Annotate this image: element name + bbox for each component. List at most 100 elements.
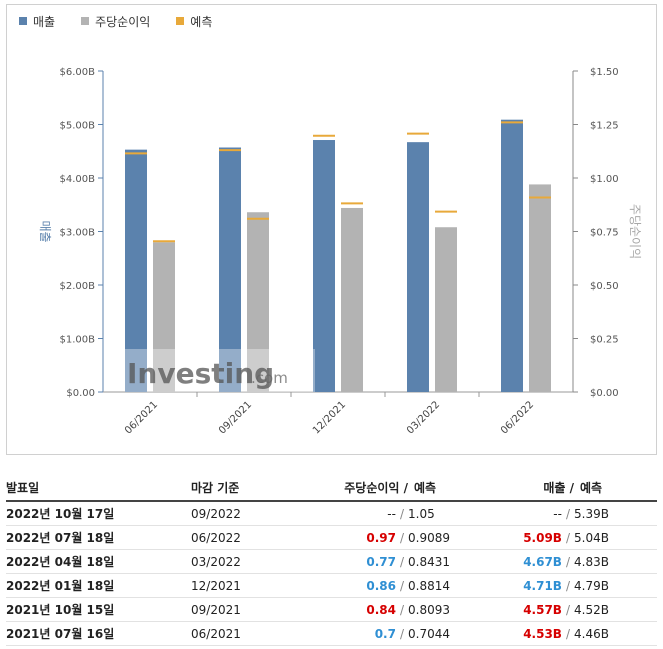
table-body: 2022년 10월 17일 09/2022 --/1.05 --/5.39B 2022년… bbox=[6, 501, 657, 646]
revenue-actual: 4.57B bbox=[523, 602, 562, 617]
cell-date: 2022년 10월 17일 bbox=[6, 501, 191, 526]
x-tick-label: 09/2021 bbox=[217, 399, 254, 436]
cell-period: 06/2021 bbox=[191, 621, 306, 646]
earnings-chart-panel: 매출 주당순이익 예측 $0.00 $1.00B $2.00B $3.00B $4.00… bbox=[6, 4, 657, 455]
right-tick-label: $1.00 bbox=[590, 174, 619, 185]
right-tick-label: $0.75 bbox=[590, 228, 619, 239]
cell-eps-forecast: 0.8431 bbox=[408, 549, 494, 574]
cell-revenue-forecast: 4.46B bbox=[574, 621, 657, 646]
header-revenue[interactable]: 매출 / bbox=[494, 474, 574, 502]
legend-item-forecast[interactable]: 예측 bbox=[176, 13, 212, 30]
chart-legend: 매출 주당순이익 예측 bbox=[19, 12, 212, 30]
revenue-actual: 5.09B bbox=[523, 530, 562, 545]
eps-separator: / bbox=[399, 554, 404, 569]
header-period[interactable]: 마감 기준 bbox=[191, 474, 306, 502]
header-date[interactable]: 발표일 bbox=[6, 474, 191, 502]
right-tick-label: $0.50 bbox=[590, 281, 619, 292]
revenue-actual: 4.53B bbox=[523, 626, 562, 641]
cell-eps-forecast: 0.8814 bbox=[408, 573, 494, 598]
left-tick-label: $1.00B bbox=[60, 335, 96, 346]
revenue-separator: / bbox=[565, 506, 570, 521]
cell-eps-forecast: 1.05 bbox=[408, 501, 494, 526]
right-tick-label: $0.00 bbox=[590, 388, 619, 399]
cell-date: 2022년 04월 18일 bbox=[6, 549, 191, 574]
legend-label-eps: 주당순이익 bbox=[95, 14, 151, 29]
legend-label-forecast: 예측 bbox=[190, 14, 213, 29]
legend-item-revenue[interactable]: 매출 bbox=[19, 13, 55, 30]
eps-bar bbox=[153, 242, 175, 392]
watermark-suffix: .com bbox=[251, 369, 288, 387]
eps-separator: / bbox=[399, 626, 404, 641]
legend-swatch-forecast bbox=[176, 17, 185, 25]
table-row: 2022년 01월 18일 12/2021 0.86/0.8814 4.71B/4.7… bbox=[6, 573, 657, 598]
cell-revenue: 4.57B / bbox=[494, 597, 574, 622]
revenue-separator: / bbox=[565, 554, 570, 569]
right-tick-label: $1.25 bbox=[590, 121, 619, 132]
cell-eps: 0.97/ bbox=[306, 525, 408, 550]
cell-revenue-forecast: 5.04B bbox=[574, 525, 657, 550]
table-row: 2022년 07월 18일 06/2022 0.97/0.9089 5.09B/5.0… bbox=[6, 525, 657, 550]
eps-bar bbox=[435, 227, 457, 392]
bar-chart: $0.00 $1.00B $2.00B $3.00B $4.00B $5.00B $6.00… bbox=[38, 67, 642, 436]
revenue-bar bbox=[501, 119, 523, 392]
y-axis-title-right: 주당순이익 bbox=[628, 204, 642, 259]
x-tick-label: 06/2021 bbox=[123, 399, 160, 436]
cell-period: 03/2022 bbox=[191, 549, 306, 574]
eps-bar bbox=[247, 212, 269, 392]
left-tick-label: $3.00B bbox=[60, 228, 96, 239]
table-row: 2021년 07월 16일 06/2021 0.7/0.7044 4.53B/4.46… bbox=[6, 621, 657, 646]
eps-separator: / bbox=[399, 578, 404, 593]
y-axis-title: 매출 bbox=[38, 220, 52, 242]
eps-actual: 0.7 bbox=[374, 626, 396, 641]
table-row: 2022년 10월 17일 09/2022 --/1.05 --/5.39B bbox=[6, 501, 657, 526]
revenue-actual: 4.71B bbox=[523, 578, 562, 593]
header-eps-forecast[interactable]: 예측 bbox=[408, 474, 494, 502]
cell-eps: 0.7/ bbox=[306, 621, 408, 646]
eps-actual: 0.84 bbox=[366, 602, 396, 617]
cell-eps: 0.86/ bbox=[306, 573, 408, 598]
x-tick-label: 12/2021 bbox=[311, 399, 348, 436]
cell-revenue: 5.09B / bbox=[494, 525, 574, 550]
cell-revenue-forecast: 5.39B bbox=[574, 501, 657, 526]
revenue-bar bbox=[313, 140, 335, 392]
eps-actual: 0.97 bbox=[366, 530, 396, 545]
left-tick-label: $0.00 bbox=[66, 388, 95, 399]
revenue-actual: -- bbox=[553, 506, 562, 521]
cell-eps-forecast: 0.9089 bbox=[408, 525, 494, 550]
revenue-bar bbox=[219, 147, 241, 392]
left-tick-label: $2.00B bbox=[60, 281, 96, 292]
legend-swatch-revenue bbox=[19, 17, 27, 25]
header-revenue-forecast[interactable]: 예측 bbox=[574, 474, 657, 502]
table-row: 2021년 10월 15일 09/2021 0.84/0.8093 4.57B/4.5… bbox=[6, 597, 657, 622]
cell-eps: 0.84/ bbox=[306, 597, 408, 622]
left-tick-label: $6.00B bbox=[60, 67, 96, 78]
cell-revenue: 4.71B / bbox=[494, 573, 574, 598]
x-tick-label: 03/2022 bbox=[405, 399, 442, 436]
revenue-separator: / bbox=[565, 626, 570, 641]
earnings-table: 발표일 마감 기준 주당순이익 / 예측 매출 / 예측 2022년 10월 1… bbox=[6, 474, 657, 646]
legend-label-revenue: 매출 bbox=[33, 14, 56, 29]
cell-date: 2022년 07월 18일 bbox=[6, 525, 191, 550]
eps-separator: / bbox=[399, 602, 404, 617]
x-tick-label: 06/2022 bbox=[499, 399, 536, 436]
revenue-actual: 4.67B bbox=[523, 554, 562, 569]
eps-actual: 0.86 bbox=[366, 578, 396, 593]
cell-period: 06/2022 bbox=[191, 525, 306, 550]
eps-bar bbox=[529, 184, 551, 392]
right-tick-label: $0.25 bbox=[590, 335, 619, 346]
right-tick-label: $1.50 bbox=[590, 67, 619, 78]
header-eps[interactable]: 주당순이익 / bbox=[306, 474, 408, 502]
revenue-separator: / bbox=[565, 602, 570, 617]
cell-revenue-forecast: 4.52B bbox=[574, 597, 657, 622]
eps-bar bbox=[341, 207, 363, 392]
eps-separator: / bbox=[399, 530, 404, 545]
revenue-separator: / bbox=[565, 578, 570, 593]
left-tick-label: $5.00B bbox=[60, 121, 96, 132]
eps-actual: -- bbox=[387, 506, 396, 521]
eps-separator: / bbox=[399, 506, 404, 521]
cell-eps: -- / bbox=[306, 501, 408, 526]
cell-date: 2021년 07월 16일 bbox=[6, 621, 191, 646]
cell-revenue-forecast: 4.79B bbox=[574, 573, 657, 598]
cell-eps: 0.77/ bbox=[306, 549, 408, 574]
legend-item-eps[interactable]: 주당순이익 bbox=[81, 13, 150, 30]
